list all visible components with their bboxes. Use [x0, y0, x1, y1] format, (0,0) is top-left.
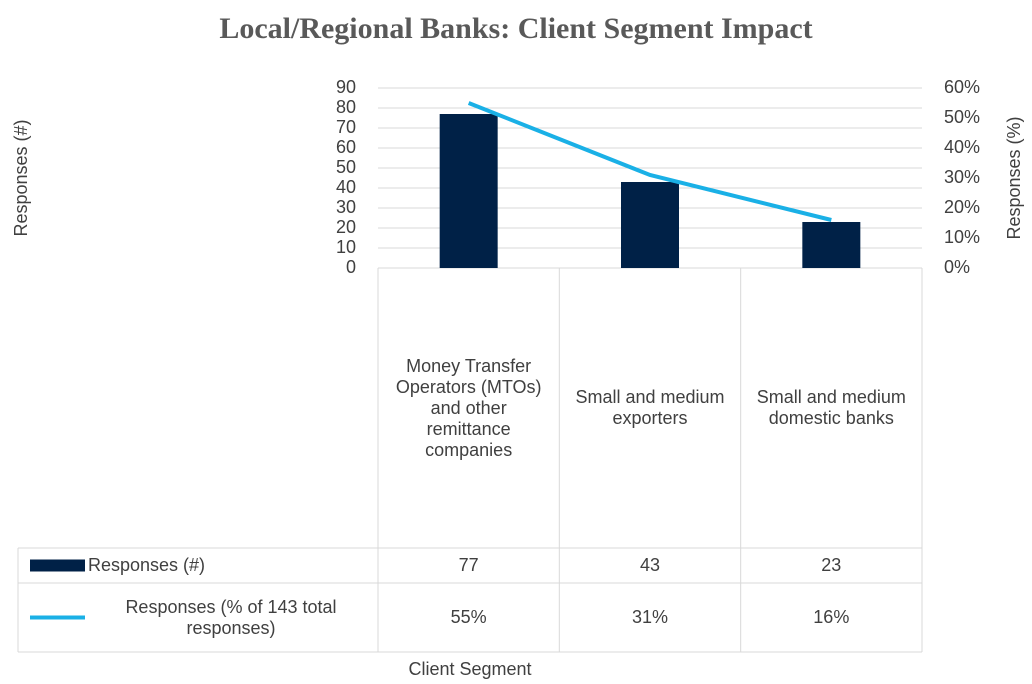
y-tick-label: 70 [336, 117, 356, 137]
y2-axis-title: Responses (%) [1004, 116, 1024, 239]
y-tick-label: 90 [336, 77, 356, 97]
x-axis-title: Client Segment [408, 659, 531, 679]
y-tick-label: 40 [336, 177, 356, 197]
y-tick-label: 60 [336, 137, 356, 157]
y-tick-label: 30 [336, 197, 356, 217]
table-value: 23 [821, 555, 842, 575]
y2-tick-label: 50% [944, 107, 980, 127]
bar [621, 182, 679, 268]
y2-tick-label: 30% [944, 167, 980, 187]
x-tick-label: Small and medium exporters [575, 387, 725, 428]
legend-label: Responses (#) [88, 555, 206, 575]
table-value: 16% [813, 607, 850, 627]
y-tick-label: 0 [346, 257, 356, 277]
table-value: 43 [639, 555, 660, 575]
y2-tick-label: 60% [944, 77, 980, 97]
legend-key [30, 559, 85, 572]
legend-label: Responses (% of 143 total responses) [125, 596, 337, 638]
y2-tick-label: 20% [944, 197, 980, 217]
table-value: 31% [631, 607, 668, 627]
y-tick-label: 80 [336, 97, 356, 117]
x-tick-label: Money Transfer Operators (MTOs) and othe… [395, 355, 542, 460]
line [467, 101, 832, 222]
chart-title: Local/Regional Banks: Client Segment Imp… [219, 12, 813, 45]
y-axis-title: Responses (#) [11, 119, 31, 236]
y2-tick-label: 40% [944, 137, 980, 157]
bar [802, 222, 861, 268]
y-tick-label: 50 [336, 157, 356, 177]
y2-tick-label: 0% [944, 257, 970, 277]
y-tick-label: 10 [336, 237, 356, 257]
bar [439, 114, 498, 268]
y-tick-label: 20 [336, 217, 356, 237]
table-value: 77 [458, 555, 479, 575]
table-value: 55% [450, 607, 487, 627]
y2-tick-label: 10% [944, 227, 980, 247]
x-tick-label: Small and medium domestic banks [756, 387, 906, 428]
